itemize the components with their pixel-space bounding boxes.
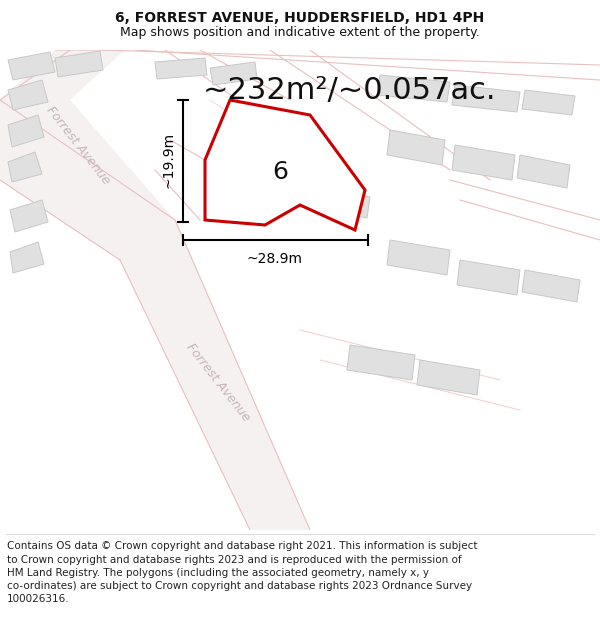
Polygon shape	[8, 152, 42, 182]
Polygon shape	[417, 360, 480, 395]
Text: ~19.9m: ~19.9m	[161, 132, 175, 188]
Text: Forrest Avenue: Forrest Avenue	[44, 103, 112, 187]
Polygon shape	[457, 260, 520, 295]
Polygon shape	[452, 85, 520, 112]
Polygon shape	[347, 345, 415, 380]
Polygon shape	[8, 80, 48, 110]
Text: 6: 6	[272, 160, 288, 184]
Text: Contains OS data © Crown copyright and database right 2021. This information is : Contains OS data © Crown copyright and d…	[7, 541, 478, 604]
Polygon shape	[517, 155, 570, 188]
Polygon shape	[0, 50, 175, 260]
Polygon shape	[522, 270, 580, 302]
Polygon shape	[452, 145, 515, 180]
Text: ~232m²/~0.057ac.: ~232m²/~0.057ac.	[203, 76, 497, 104]
Text: Forrest Avenue: Forrest Avenue	[184, 341, 253, 424]
Polygon shape	[210, 62, 257, 85]
Polygon shape	[332, 190, 370, 218]
Text: ~28.9m: ~28.9m	[247, 252, 303, 266]
Polygon shape	[10, 242, 44, 273]
Polygon shape	[55, 51, 103, 77]
Polygon shape	[8, 52, 55, 80]
Polygon shape	[387, 240, 450, 275]
Polygon shape	[10, 200, 48, 232]
Polygon shape	[387, 130, 445, 165]
Text: 6, FORREST AVENUE, HUDDERSFIELD, HD1 4PH: 6, FORREST AVENUE, HUDDERSFIELD, HD1 4PH	[115, 11, 485, 25]
Polygon shape	[205, 100, 365, 230]
Polygon shape	[155, 58, 207, 79]
Polygon shape	[377, 75, 450, 102]
Polygon shape	[522, 90, 575, 115]
Polygon shape	[8, 115, 44, 147]
Text: Map shows position and indicative extent of the property.: Map shows position and indicative extent…	[120, 26, 480, 39]
Polygon shape	[120, 220, 310, 530]
Polygon shape	[222, 130, 290, 175]
